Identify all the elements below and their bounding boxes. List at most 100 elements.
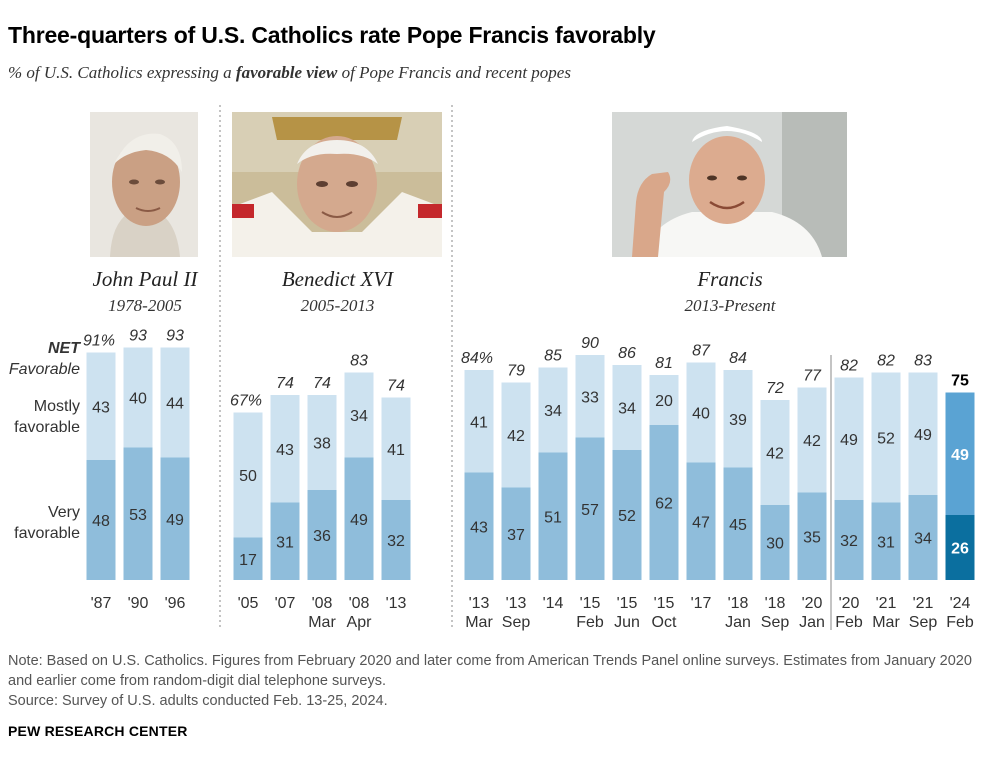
data-label-net: 87 [692,343,711,360]
chart-source: Source: Survey of U.S. adults conducted … [8,693,388,709]
john-paul-ii-photo [90,112,198,257]
bar-mostly-favorable [381,397,411,500]
stacked-bar-chart: 48 43 91% '87 53 40 93 '90 49 44 93 '96 17 50 67% '05 31… [83,105,975,631]
bar-very-favorable [760,505,790,580]
data-label-mostly: 33 [581,389,599,406]
data-label-very: 37 [507,527,525,544]
x-tick-year: '08 [349,595,370,612]
data-label-mostly: 52 [877,431,895,448]
x-tick-month: Feb [576,614,604,631]
x-tick-month: Mar [308,614,336,631]
data-label-net: 82 [840,358,858,375]
francis-photo [612,112,847,257]
x-tick-year: '15 [617,595,638,612]
data-label-net: 74 [313,375,331,392]
data-label-mostly: 41 [470,414,488,431]
x-tick-month: Apr [347,614,373,631]
x-tick-month: Oct [652,614,677,631]
data-label-net: 85 [544,348,562,365]
x-tick-year: '13 [386,595,407,612]
data-label-net: 84 [729,350,747,367]
data-label-net: 72 [766,380,784,397]
data-label-very: 47 [692,514,710,531]
data-label-net: 67% [230,393,262,410]
data-label-mostly: 34 [544,403,562,420]
bar-mostly-favorable [945,392,975,515]
data-label-mostly: 43 [92,399,110,416]
data-label-very: 34 [914,531,932,548]
data-label-net: 74 [387,378,405,395]
x-tick-year: '07 [275,595,296,612]
x-tick-year: '96 [165,595,186,612]
data-label-net: 84% [461,350,493,367]
x-tick-year: '13 [469,595,490,612]
x-tick-month: Sep [502,614,531,631]
chart-subtitle: % of U.S. Catholics expressing a favorab… [8,63,571,82]
pope-years-francis: 2013-Present [684,296,776,315]
bar-mostly-favorable [270,395,300,503]
data-label-very: 32 [840,533,858,550]
bar-mostly-favorable [160,347,190,458]
bar-mostly-favorable [649,375,679,425]
data-label-net: 79 [507,363,525,380]
x-tick-year: '18 [728,595,749,612]
bar-very-favorable [307,490,337,580]
bar-very-favorable [908,495,938,580]
bar-mostly-favorable [538,367,568,453]
x-tick-year: '24 [950,595,971,612]
data-label-mostly: 50 [239,468,257,485]
data-label-very: 45 [729,517,747,534]
data-label-very: 62 [655,496,673,513]
bar-mostly-favorable [908,372,938,495]
x-tick-year: '20 [802,595,823,612]
x-tick-month: Mar [465,614,493,631]
bar-mostly-favorable [233,412,263,538]
bar-very-favorable [575,437,605,580]
data-label-mostly: 42 [803,433,821,450]
chart-title: Three-quarters of U.S. Catholics rate Po… [8,22,656,48]
data-label-very: 52 [618,508,636,525]
bar-mostly-favorable [464,370,494,473]
x-tick-year: '90 [128,595,149,612]
pope-name-john-paul-ii: John Paul II [92,267,198,291]
data-label-very: 32 [387,533,405,550]
mostly-favorable-label: Mostly favorable [14,398,80,436]
data-label-mostly: 44 [166,396,184,413]
data-label-net: 91% [83,333,115,350]
data-label-mostly: 49 [951,447,969,464]
data-label-net: 82 [877,353,895,370]
data-label-very: 53 [129,507,147,524]
bar-very-favorable [723,467,753,580]
pope-years-john-paul-ii: 1978-2005 [108,296,182,315]
bar-very-favorable [649,425,679,580]
data-label-very: 35 [803,529,821,546]
data-label-very: 49 [166,512,184,529]
data-label-net: 86 [618,345,636,362]
x-tick-month: Jan [799,614,825,631]
data-label-mostly: 34 [618,401,636,418]
bar-very-favorable [945,515,975,580]
data-label-net: 90 [581,335,599,352]
pope-years-benedict-xvi: 2005-2013 [300,296,375,315]
bar-very-favorable [270,502,300,580]
pope-name-benedict-xvi: Benedict XVI [281,267,394,291]
x-tick-month: Feb [835,614,863,631]
bar-very-favorable [344,457,374,580]
bar-very-favorable [160,457,190,580]
data-label-very: 48 [92,513,110,530]
x-tick-month: Sep [761,614,790,631]
bar-mostly-favorable [834,377,864,500]
data-label-mostly: 40 [129,391,147,408]
pope-name-francis: Francis [697,267,763,291]
x-tick-month: Feb [946,614,974,631]
bar-mostly-favorable [575,355,605,438]
net-favorable-label: NET Favorable [8,340,80,378]
data-label-very: 31 [877,534,895,551]
data-label-mostly: 38 [313,436,331,453]
bar-mostly-favorable [123,347,153,448]
data-label-very: 26 [951,541,969,558]
bar-mostly-favorable [723,370,753,468]
data-label-net: 75 [951,373,969,390]
data-label-very: 17 [239,552,257,569]
x-tick-year: '20 [839,595,860,612]
